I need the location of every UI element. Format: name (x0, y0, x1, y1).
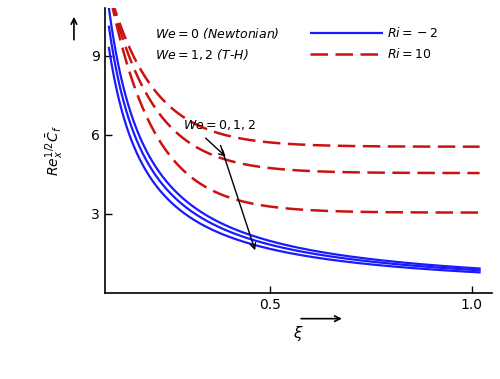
Text: $Re_x^{1/2}\bar{C}_f$: $Re_x^{1/2}\bar{C}_f$ (44, 125, 66, 176)
Text: $\xi$: $\xi$ (293, 324, 304, 343)
Text: $We = 0$ (Newtonian): $We = 0$ (Newtonian) (156, 26, 280, 41)
Text: $We = 0, 1, 2$: $We = 0, 1, 2$ (184, 118, 256, 132)
Text: $Ri = 10$: $Ri = 10$ (387, 47, 432, 61)
Text: $We = 1, 2$ (T-H): $We = 1, 2$ (T-H) (156, 47, 249, 62)
Text: $Ri = -2$: $Ri = -2$ (387, 27, 438, 41)
